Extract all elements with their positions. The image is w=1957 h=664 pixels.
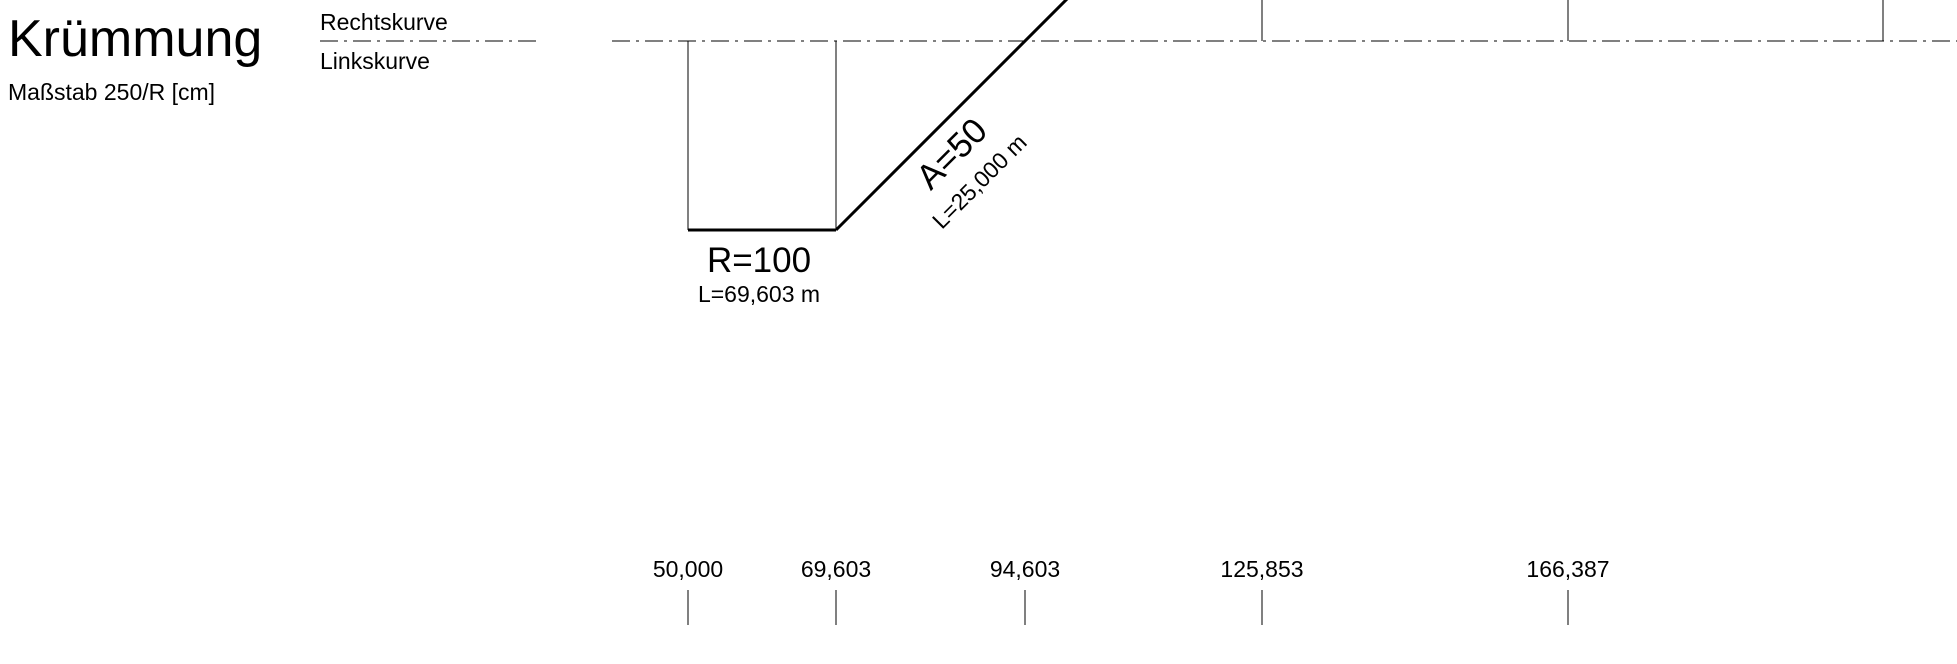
station-label: 125,853 xyxy=(1220,556,1303,582)
station-labels: 50,000 69,603 94,603 125,853 166,387 xyxy=(653,556,1610,582)
scale-label: Maßstab 250/R [cm] xyxy=(8,79,215,105)
station-label: 166,387 xyxy=(1526,556,1609,582)
station-label: 69,603 xyxy=(801,556,871,582)
arc-radius-label: R=100 xyxy=(707,241,811,280)
station-ticks xyxy=(687,590,1569,625)
station-label: 50,000 xyxy=(653,556,723,582)
station-label: 94,603 xyxy=(990,556,1060,582)
right-curve-label: Rechtskurve xyxy=(320,9,448,35)
diagram-title: Krümmung xyxy=(8,10,262,68)
arc-length-label: L=69,603 m xyxy=(698,281,820,307)
left-curve-label: Linkskurve xyxy=(320,48,430,74)
clothoid-curvature-line xyxy=(834,0,1069,232)
